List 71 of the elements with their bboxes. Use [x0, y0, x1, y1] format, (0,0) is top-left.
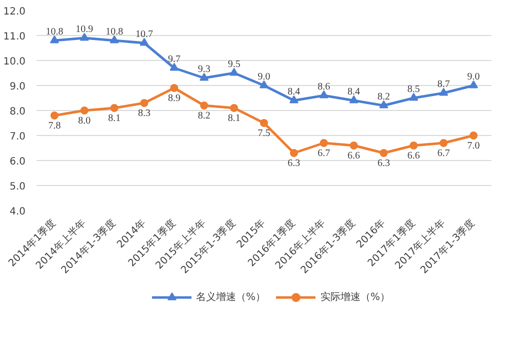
data-label: 9.5: [228, 59, 240, 70]
point: [110, 35, 119, 44]
data-label: 8.9: [168, 93, 180, 104]
point: [200, 102, 208, 110]
data-label: 8.3: [138, 108, 151, 119]
point: [80, 32, 89, 41]
point: [409, 92, 418, 101]
data-label: 6.3: [377, 158, 390, 169]
data-label: 8.2: [377, 92, 390, 102]
point: [50, 35, 59, 44]
data-label: 8.4: [348, 86, 360, 98]
point: [440, 139, 448, 147]
point: [470, 132, 478, 140]
data-label: 8.5: [407, 84, 420, 95]
data-label: 6.6: [348, 150, 360, 162]
legend-label: 名义增速（%）: [196, 290, 266, 304]
y-tick-label: 7.0: [10, 132, 26, 142]
y-tick-label: 10.0: [3, 56, 26, 68]
data-label: 8.0: [78, 116, 91, 126]
point: [260, 119, 268, 127]
point: [379, 100, 388, 108]
point: [319, 90, 328, 98]
point: [290, 149, 298, 157]
data-label: 7.5: [258, 128, 270, 139]
data-label: 8.2: [198, 110, 210, 122]
data-label: 9.0: [258, 72, 270, 82]
data-label: 9.0: [467, 72, 480, 82]
point: [350, 142, 358, 150]
point: [230, 68, 239, 76]
point: [170, 84, 178, 92]
point: [320, 139, 328, 147]
data-label: 10.8: [46, 26, 64, 38]
data-label: 8.6: [318, 82, 330, 92]
point: [230, 104, 238, 112]
point: [289, 95, 298, 104]
data-label: 9.3: [198, 64, 210, 75]
point: [410, 142, 418, 150]
point: [140, 99, 148, 107]
point: [140, 38, 149, 46]
data-label: 8.1: [108, 113, 121, 124]
data-label: 7.8: [48, 120, 61, 132]
data-label: 6.7: [318, 148, 330, 159]
legend-label: 实际增速（%）: [320, 290, 390, 304]
y-tick-label: 8.0: [10, 106, 26, 118]
point: [260, 80, 268, 88]
data-label: 6.6: [407, 150, 420, 162]
y-tick-label: 9.0: [10, 82, 26, 92]
point: [439, 88, 448, 96]
data-label: 10.8: [106, 26, 124, 38]
point: [380, 149, 388, 157]
point: [80, 106, 88, 114]
y-tick-label: 11.0: [3, 32, 26, 42]
point: [110, 104, 118, 112]
y-tick-label: 4.0: [10, 206, 26, 218]
y-tick-label: 6.0: [10, 156, 26, 168]
point: [170, 62, 179, 71]
data-label: 8.1: [228, 113, 240, 124]
data-label: 9.7: [168, 54, 180, 65]
point: [349, 95, 358, 104]
point: [50, 112, 58, 120]
data-label: 10.9: [76, 24, 94, 35]
data-label: 7.0: [467, 140, 480, 152]
point: [200, 72, 209, 81]
point: [469, 80, 478, 88]
data-label: 8.7: [437, 79, 450, 90]
data-label: 6.3: [288, 158, 300, 169]
data-label: 6.7: [437, 148, 450, 159]
data-label: 10.7: [136, 29, 154, 40]
y-tick-label: 12.0: [3, 6, 26, 18]
y-tick-label: 5.0: [10, 182, 26, 192]
data-label: 8.4: [288, 86, 300, 98]
